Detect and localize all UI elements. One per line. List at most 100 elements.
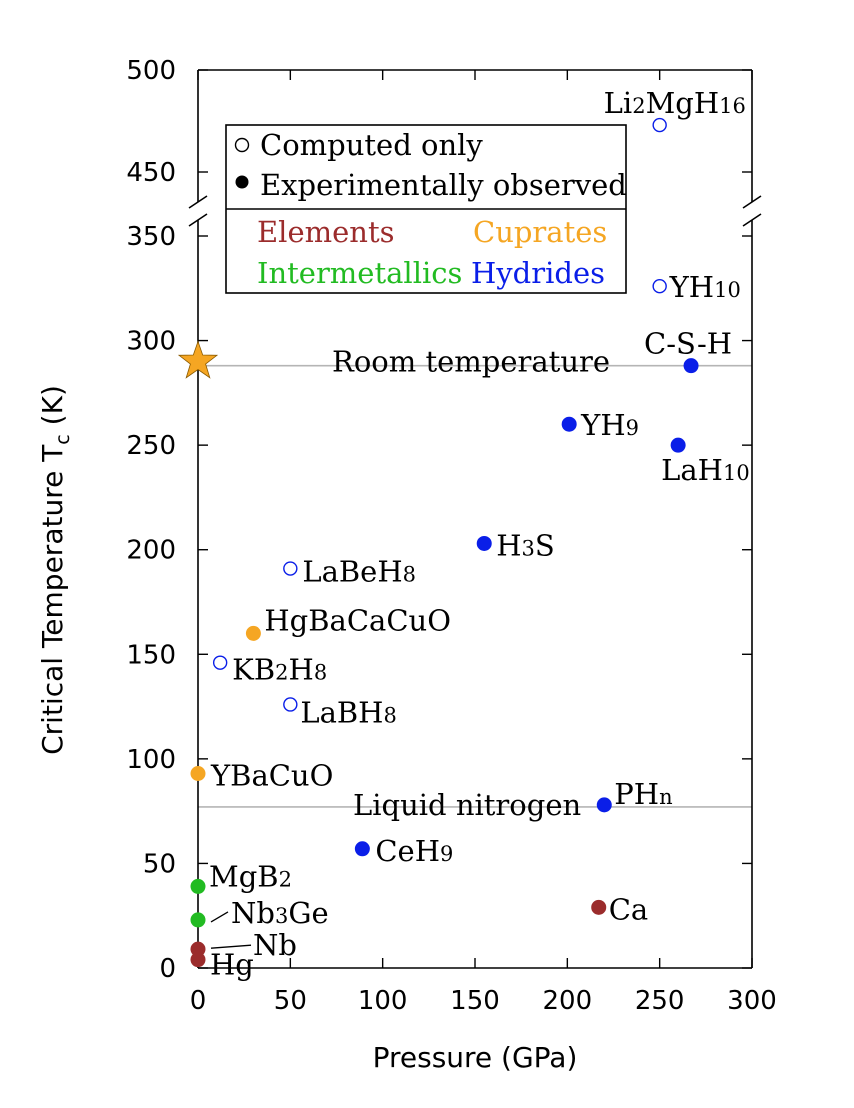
data-point-mgb2 — [190, 878, 206, 894]
y-axis-title-sub: c — [52, 434, 74, 444]
legend-cuprates-label: Cuprates — [473, 215, 607, 249]
data-label-part: 2 — [275, 661, 288, 685]
y-tick-label-4: 200 — [126, 536, 176, 566]
data-label-hg: Hg — [210, 948, 254, 982]
data-label-ybacuo: YBaCuO — [210, 758, 333, 792]
data-label-part: HgBaCaCuO — [264, 603, 451, 637]
y-tick-label-8: 450 — [126, 158, 176, 188]
legend-experimental-label: Experimentally observed — [260, 168, 627, 202]
data-label-lah10: LaH10 — [661, 453, 750, 487]
y-tick-label-5: 250 — [126, 431, 176, 461]
legend-computed-label: Computed only — [260, 128, 483, 162]
data-label-part: Nb — [231, 896, 275, 930]
legend-experimental-marker — [235, 175, 249, 189]
data-label-part: 9 — [440, 842, 453, 866]
axis-ticks: 0 50 100 150 200 250 300 0 50 100 150 200 250 300 350 4… — [126, 56, 776, 1016]
y-tick-label-7: 350 — [126, 222, 176, 252]
legend-hydrides-label: Hydrides — [471, 256, 605, 290]
reference-lines: Room temperature Liquid nitrogen — [198, 345, 752, 822]
legend-intermetallics-label: Intermetallics — [257, 256, 462, 290]
x-tick-label-6: 300 — [727, 986, 777, 1016]
data-label-part: C-S-H — [644, 327, 732, 361]
data-point-phn — [596, 797, 612, 813]
data-label-yh9: YH9 — [580, 408, 639, 442]
legend-computed-marker — [234, 137, 250, 153]
data-label-part: LaBH — [300, 695, 383, 729]
data-label-mgb2: MgB2 — [209, 859, 292, 893]
data-point-csh — [683, 358, 699, 374]
data-point-labh8 — [283, 697, 298, 712]
data-label-part: 2 — [279, 867, 292, 891]
data-point-nb3ge — [190, 912, 206, 928]
data-label-nb3ge: Nb3Ge — [231, 896, 329, 930]
data-label-labeh8: LaBeH8 — [302, 555, 416, 589]
data-label-yh10: YH10 — [669, 270, 741, 304]
axis-break-mark-left-2 — [188, 213, 208, 227]
y-tick-label-1: 50 — [143, 849, 176, 879]
data-point-lah10 — [670, 437, 686, 453]
data-label-part: n — [659, 785, 673, 809]
data-label-part: PH — [614, 777, 659, 811]
data-label-part: KB — [232, 653, 275, 687]
y-tick-label-9: 500 — [126, 56, 176, 86]
data-label-part: 10 — [723, 461, 750, 485]
data-label-part: YH — [580, 408, 625, 442]
data-label-csh: C-S-H — [644, 327, 732, 361]
data-label-hgbacacuo: HgBaCaCuO — [264, 603, 451, 637]
data-label-part: Li — [604, 86, 633, 120]
room-temperature-star-marker — [177, 340, 219, 379]
data-label-li2mgh16: Li2MgH16 — [604, 86, 746, 120]
data-label-labh8: LaBH8 — [300, 695, 397, 729]
x-tick-label-4: 200 — [543, 986, 593, 1016]
reference-label-liquid-nitrogen: Liquid nitrogen — [353, 788, 581, 822]
data-point-yh9 — [561, 416, 577, 432]
data-point-yh10 — [652, 278, 667, 294]
data-points — [177, 117, 699, 968]
data-label-part: 3 — [522, 536, 535, 560]
x-tick-label-5: 250 — [635, 986, 685, 1016]
data-label-part: 16 — [719, 94, 746, 118]
legend: Computed only Experimentally observed El… — [225, 124, 627, 294]
y-axis-title-unit: (K) — [36, 385, 69, 434]
leader-line-nb3ge — [210, 911, 229, 923]
reference-label-room-temperature: Room temperature — [332, 345, 610, 379]
axis-break-mark-right-2 — [742, 213, 762, 227]
y-tick-label-2: 100 — [126, 745, 176, 775]
data-label-part: 2 — [632, 94, 645, 118]
data-point-labeh8 — [283, 561, 298, 576]
x-tick-label-3: 150 — [450, 986, 500, 1016]
data-label-part: Hg — [210, 948, 254, 982]
y-tick-label-0: 0 — [159, 954, 176, 984]
data-label-part: CeH — [375, 834, 440, 868]
data-label-part: 8 — [403, 563, 416, 587]
x-tick-label-2: 100 — [358, 986, 408, 1016]
data-point-ybacuo — [190, 765, 206, 781]
x-tick-label-0: 0 — [190, 986, 207, 1016]
data-point-ca — [591, 899, 607, 915]
y-axis-title: Critical Temperature Tc (K) — [36, 385, 74, 755]
data-label-part: LaBeH — [302, 555, 402, 589]
data-label-part: YH — [669, 270, 714, 304]
axis-break-mark-right-1 — [742, 195, 762, 209]
data-label-part: 9 — [626, 416, 639, 440]
data-point-ceh9 — [354, 841, 370, 857]
data-label-ceh9: CeH9 — [375, 834, 453, 868]
data-point-h3s — [476, 535, 492, 551]
data-label-part: MgB — [209, 859, 279, 893]
data-point-hg — [190, 952, 206, 968]
data-label-part: LaH — [661, 453, 723, 487]
data-label-part: 10 — [714, 278, 741, 302]
data-point-li2mgh16 — [652, 117, 667, 133]
data-point-kb2h8 — [212, 655, 228, 670]
legend-elements-label: Elements — [257, 215, 394, 249]
x-tick-label-1: 50 — [274, 986, 307, 1016]
data-label-part: 8 — [383, 703, 396, 727]
data-label-nb: Nb — [253, 928, 297, 962]
axis-break-mark-left-1 — [188, 195, 208, 209]
data-labels: Li2MgH16YH10C-S-HYH9LaH10H3SLaBeH8HgBaCa… — [209, 86, 750, 982]
data-label-kb2h8: KB2H8 — [232, 653, 327, 687]
data-label-part: H — [289, 653, 314, 687]
data-label-part: 3 — [275, 904, 288, 928]
data-label-part: Ge — [288, 896, 328, 930]
